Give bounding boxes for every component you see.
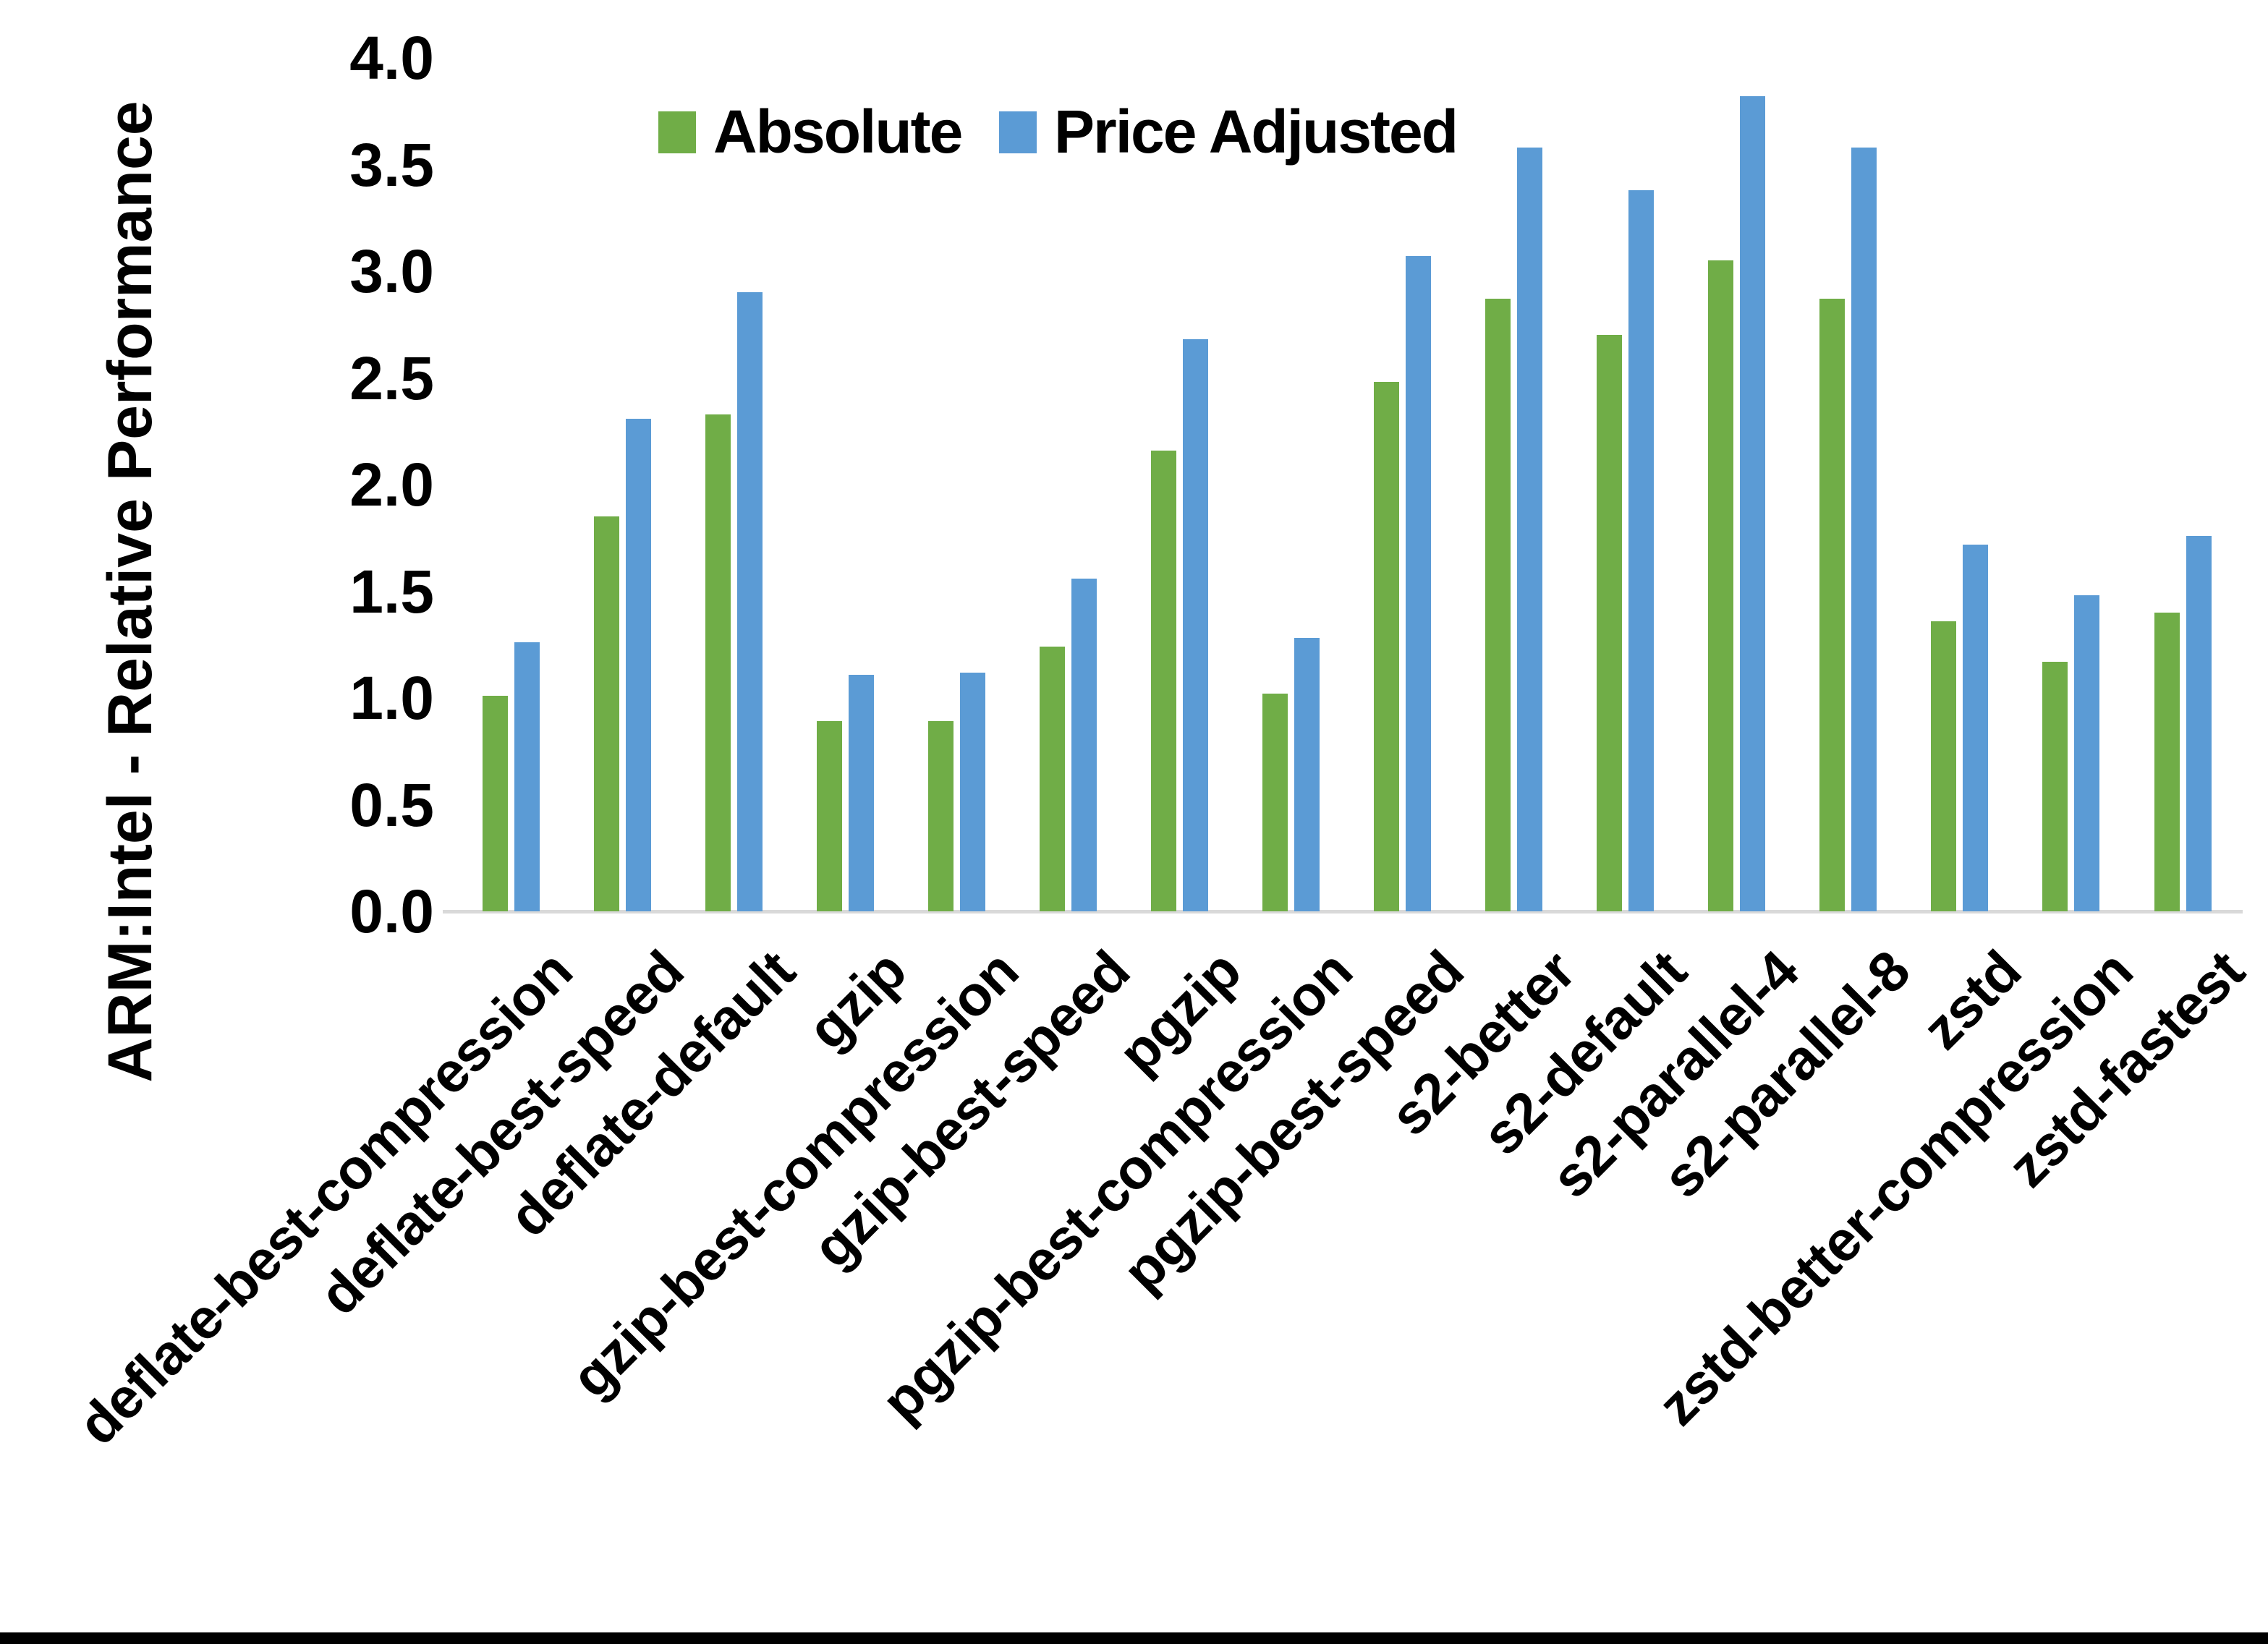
bar-s2-default-price-adjusted (1628, 190, 1654, 911)
legend-label: Price Adjusted (1054, 98, 1458, 166)
bar-pgzip-best-compression-absolute (1262, 694, 1288, 911)
y-tick-label: 3.5 (349, 130, 434, 199)
y-tick-label: 4.0 (349, 24, 434, 92)
bar-zstd-absolute (1931, 621, 1956, 911)
bar-deflate-default-price-adjusted (737, 292, 763, 911)
bar-deflate-best-speed-price-adjusted (626, 419, 651, 911)
bar-deflate-best-speed-absolute (594, 516, 619, 911)
legend-swatch-icon (658, 111, 696, 153)
y-tick-label: 1.0 (349, 664, 434, 732)
bar-zstd-better-compression-absolute (2042, 662, 2068, 911)
bar-s2-better-price-adjusted (1517, 148, 1542, 911)
x-axis-line (443, 910, 2243, 913)
y-tick-label: 0.5 (349, 770, 434, 839)
legend-item-price-adjusted: Price Adjusted (999, 97, 1458, 167)
y-axis-title: ARM:Intel - Relative Performance (95, 101, 165, 1083)
bar-pgzip-best-compression-price-adjusted (1294, 638, 1320, 911)
bar-deflate-best-compression-absolute (483, 696, 508, 911)
bar-pgzip-price-adjusted (1183, 339, 1208, 911)
legend-item-absolute: Absolute (658, 97, 963, 167)
y-tick-label: 1.5 (349, 557, 434, 626)
bar-s2-better-absolute (1485, 299, 1511, 911)
y-tick-label: 2.5 (349, 344, 434, 412)
y-tick-label: 3.0 (349, 237, 434, 305)
bar-s2-parallel-4-absolute (1708, 260, 1733, 911)
bar-zstd-fastest-price-adjusted (2186, 536, 2212, 911)
bar-pgzip-absolute (1151, 451, 1176, 911)
bar-pgzip-best-speed-price-adjusted (1406, 256, 1431, 911)
bar-zstd-price-adjusted (1963, 545, 1988, 911)
bar-deflate-best-compression-price-adjusted (514, 642, 540, 911)
bar-gzip-best-speed-absolute (1040, 647, 1065, 911)
y-tick-label: 2.0 (349, 451, 434, 519)
bar-gzip-best-speed-price-adjusted (1071, 579, 1097, 911)
y-tick-label: 0.0 (349, 877, 434, 945)
bar-gzip-price-adjusted (849, 675, 874, 911)
bar-zstd-better-compression-price-adjusted (2074, 595, 2099, 911)
bar-gzip-best-compression-price-adjusted (960, 673, 985, 911)
bar-deflate-default-absolute (705, 414, 731, 911)
bar-pgzip-best-speed-absolute (1374, 382, 1399, 911)
legend-swatch-icon (999, 111, 1037, 153)
bar-gzip-best-compression-absolute (928, 721, 954, 911)
bar-s2-parallel-8-absolute (1819, 299, 1845, 911)
bar-gzip-absolute (817, 721, 842, 911)
bar-s2-parallel-4-price-adjusted (1740, 96, 1765, 911)
legend-label: Absolute (713, 98, 963, 166)
bar-zstd-fastest-absolute (2154, 613, 2180, 911)
bottom-frame-line (0, 1632, 2268, 1644)
bar-s2-default-absolute (1597, 335, 1622, 911)
bar-s2-parallel-8-price-adjusted (1851, 148, 1877, 911)
